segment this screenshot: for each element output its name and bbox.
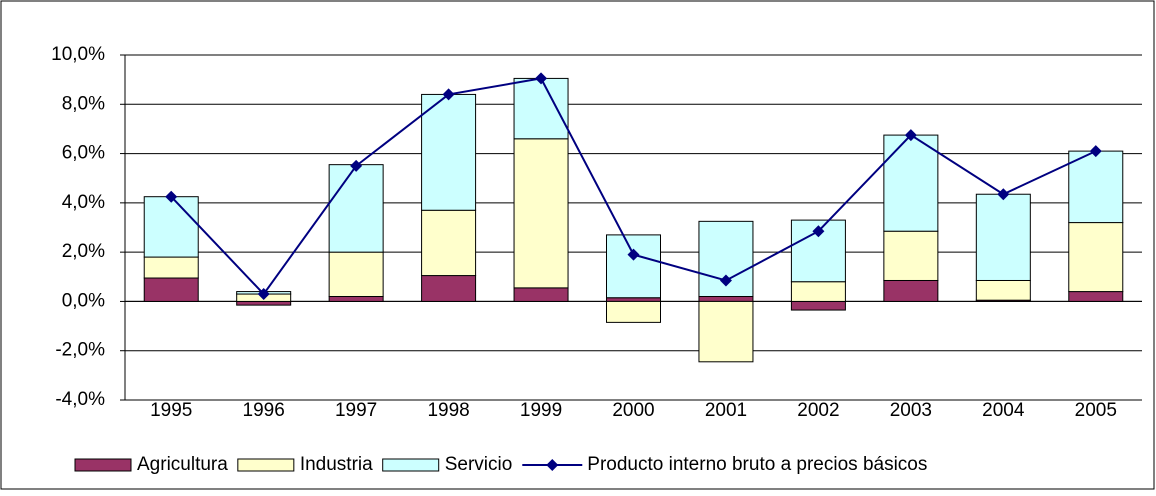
bar [328, 296, 384, 302]
bar [143, 256, 199, 279]
bar [421, 209, 477, 277]
bar [143, 277, 199, 302]
y-tick-label: 6,0% [62, 143, 105, 164]
bar [513, 138, 569, 289]
bar [883, 230, 939, 281]
y-tick-label: 8,0% [62, 93, 105, 114]
x-tick-label: 2002 [797, 400, 839, 421]
x-tick-label: 2000 [612, 400, 654, 421]
marker [997, 188, 1010, 201]
bar [975, 279, 1031, 301]
bar [790, 281, 846, 302]
bar [421, 275, 477, 302]
x-tick-label: 2005 [1075, 400, 1117, 421]
y-tick-label: 2,0% [62, 241, 105, 262]
bar [328, 164, 384, 253]
x-tick-label: 1996 [243, 400, 285, 421]
bar [143, 196, 199, 258]
legend-marker [546, 459, 559, 471]
y-tick-label: -4,0% [55, 389, 105, 410]
marker [442, 88, 455, 101]
bar [883, 134, 939, 232]
bar [698, 300, 754, 363]
bar [790, 300, 846, 311]
bar [606, 297, 661, 302]
marker [257, 288, 270, 301]
bar [421, 93, 477, 211]
x-tick-label: 1998 [427, 400, 469, 421]
legend-label: Agricultura [137, 454, 228, 475]
legend-swatch [74, 458, 132, 472]
marker [165, 190, 178, 203]
y-tick-label: 0,0% [62, 290, 105, 311]
x-tick-label: 2004 [982, 400, 1025, 421]
bar [513, 287, 569, 302]
bar [606, 300, 661, 323]
x-tick-label: 1995 [150, 400, 192, 421]
legend-label: Industria [300, 454, 373, 475]
marker [1089, 145, 1102, 158]
bar [698, 296, 754, 302]
marker [350, 159, 363, 172]
bar [606, 234, 661, 299]
legend-swatch [237, 458, 295, 472]
legend-swatch [382, 458, 440, 472]
bar [328, 251, 384, 297]
marker [535, 72, 548, 85]
bar [1068, 150, 1124, 224]
y-tick-label: 4,0% [62, 192, 105, 213]
marker [719, 274, 732, 287]
y-tick-label: -2,0% [55, 340, 105, 361]
marker [904, 129, 917, 142]
bar [513, 77, 569, 140]
legend-label: Producto interno bruto a precios básicos [587, 454, 927, 475]
x-tick-label: 1999 [520, 400, 562, 421]
y-tick-label: 10,0% [51, 44, 105, 65]
bar [236, 300, 292, 306]
marker [627, 248, 640, 261]
x-tick-label: 2003 [890, 400, 932, 421]
bar [883, 279, 939, 302]
marker [812, 225, 825, 238]
bar [1068, 291, 1124, 302]
bar [1068, 222, 1124, 293]
bar [975, 193, 1031, 281]
legend-label: Servicio [445, 454, 513, 475]
x-tick-label: 2001 [705, 400, 747, 421]
x-tick-label: 1997 [335, 400, 377, 421]
